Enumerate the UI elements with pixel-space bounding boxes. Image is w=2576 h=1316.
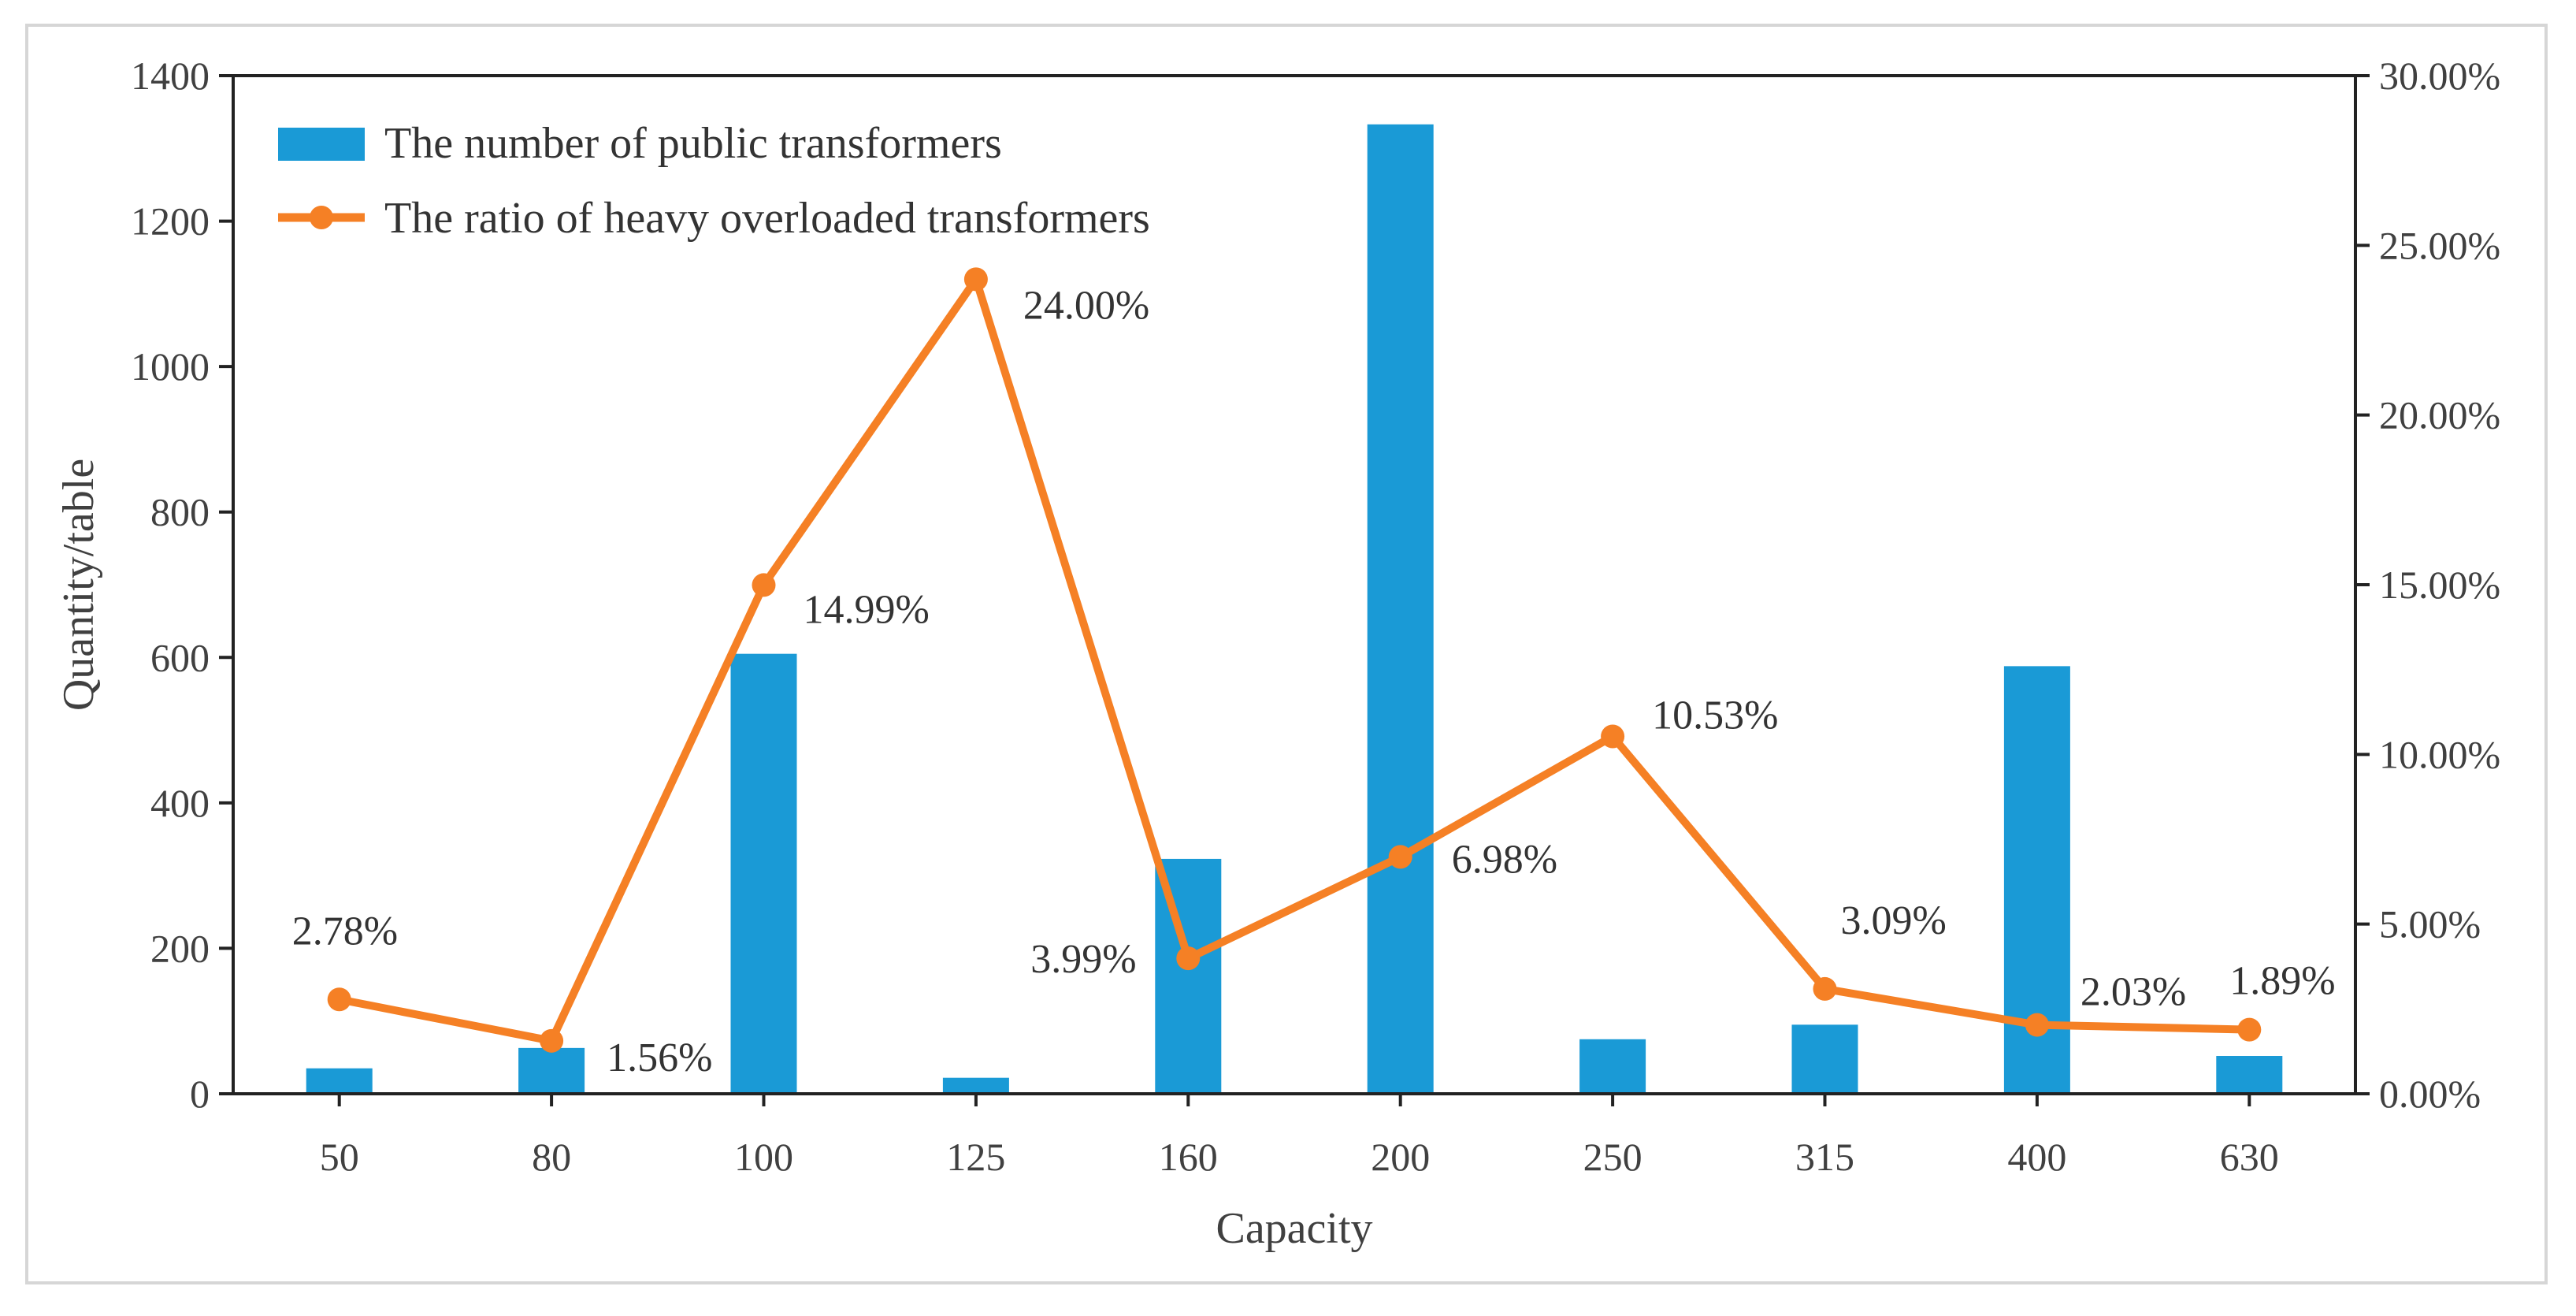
bar-250: [1579, 1039, 1646, 1094]
y-tick-label-1000: 1000: [131, 344, 210, 388]
x-tick-label-125: 125: [946, 1135, 1005, 1179]
bars-layer: [306, 124, 2283, 1094]
ratio-point-250: [1601, 724, 1625, 749]
ratio-point-50: [327, 987, 351, 1012]
ratio-point-400: [2025, 1013, 2049, 1037]
ratio-label-200: 6.98%: [1452, 837, 1557, 882]
y-tick-label-1200: 1200: [131, 199, 210, 243]
x-tick-label-250: 250: [1583, 1135, 1642, 1179]
y2-tick-label-2: 10.00%: [2379, 732, 2500, 776]
y-tick-label-400: 400: [150, 781, 210, 825]
bar-125: [942, 1077, 1009, 1094]
legend-bar-label: The number of public transformers: [384, 119, 1002, 168]
x-tick-label-200: 200: [1371, 1135, 1430, 1179]
y-tick-label-200: 200: [150, 926, 210, 970]
ratio-point-160: [1176, 946, 1201, 971]
y2-tick-label-5: 25.00%: [2379, 223, 2500, 267]
y2-tick-label-4: 20.00%: [2379, 393, 2500, 437]
ratio-point-630: [2237, 1017, 2262, 1042]
legend-line-label: The ratio of heavy overloaded transforme…: [384, 194, 1150, 243]
x-tick-label-100: 100: [734, 1135, 793, 1179]
legend: The number of public transformers The ra…: [278, 119, 1150, 243]
x-tick-label-630: 630: [2220, 1135, 2279, 1179]
ticks-layer: 50 80 100 125 160 200 250 315 400 630 0 200 400 600 80…: [131, 54, 2500, 1179]
y-tick-label-600: 600: [150, 635, 210, 679]
ratio-point-125: [963, 267, 988, 292]
bar-100: [730, 653, 797, 1094]
y2-tick-label-1: 5.00%: [2379, 902, 2481, 946]
ratio-label-630: 1.89%: [2229, 959, 2335, 1004]
ratio-label-315: 3.09%: [1841, 898, 1947, 943]
line-layer: [327, 267, 2262, 1053]
x-tick-label-160: 160: [1159, 1135, 1218, 1179]
bar-315: [1791, 1024, 1858, 1094]
y-tick-label-800: 800: [150, 490, 210, 534]
bar-630: [2216, 1056, 2283, 1094]
ratio-label-250: 10.53%: [1652, 693, 1778, 738]
y-axis-title: Quantity/table: [54, 459, 103, 711]
ratio-label-160: 3.99%: [1030, 937, 1136, 982]
y-tick-label-1400: 1400: [131, 54, 210, 98]
x-tick-label-50: 50: [320, 1135, 359, 1179]
ratio-point-80: [540, 1028, 564, 1053]
y-tick-label-0: 0: [190, 1072, 210, 1116]
x-tick-label-80: 80: [532, 1135, 571, 1179]
y2-tick-label-3: 15.00%: [2379, 563, 2500, 607]
ratio-label-50: 2.78%: [292, 909, 398, 954]
ratio-label-100: 14.99%: [804, 587, 930, 632]
chart-frame: [25, 24, 2548, 1284]
ratio-label-80: 1.56%: [607, 1035, 712, 1080]
legend-line-marker: [310, 206, 333, 229]
ratio-label-400: 2.03%: [2080, 970, 2186, 1015]
x-axis-title: Capacity: [1216, 1204, 1372, 1253]
ratio-point-100: [752, 573, 776, 597]
x-tick-label-400: 400: [2007, 1135, 2066, 1179]
ratio-point-200: [1388, 845, 1412, 869]
bar-50: [306, 1068, 373, 1094]
bar-80: [518, 1047, 585, 1094]
ratio-point-315: [1813, 976, 1837, 1001]
bar-200: [1367, 124, 1434, 1094]
ratio-line: [338, 275, 2250, 1045]
legend-bar-swatch: [278, 128, 365, 161]
x-tick-label-315: 315: [1795, 1135, 1854, 1179]
y2-tick-label-6: 30.00%: [2379, 54, 2500, 98]
labels-layer: 2.78% 1.56% 14.99% 24.00% 3.99% 6.98% 10.53% 3.…: [292, 283, 2336, 1080]
ratio-label-125: 24.00%: [1023, 283, 1149, 328]
y2-tick-label-0: 0.00%: [2379, 1072, 2481, 1116]
